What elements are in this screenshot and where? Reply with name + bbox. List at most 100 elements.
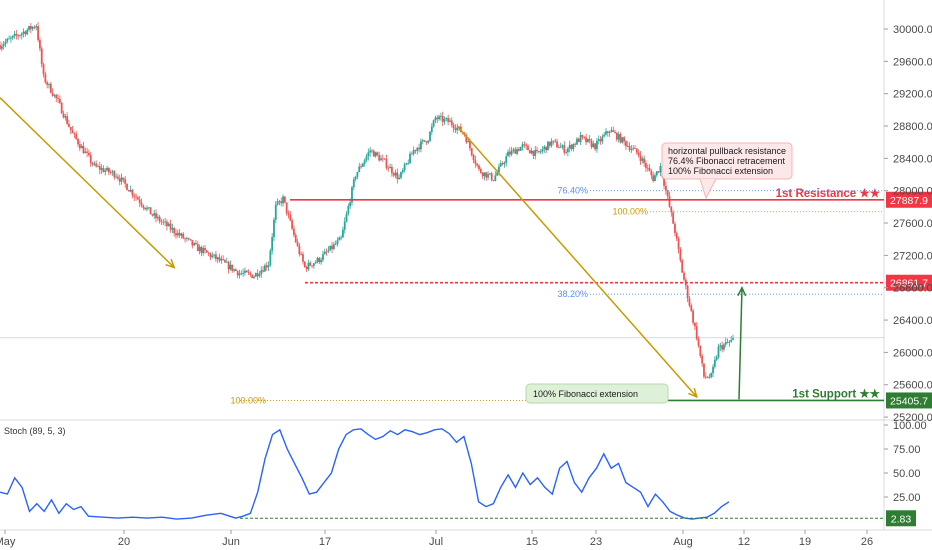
stoch-label: Stoch (89, 5, 3) [4, 426, 66, 436]
candle-body [427, 140, 430, 143]
candle-body [488, 173, 491, 175]
candle-body [712, 366, 714, 374]
time-tick-label: 17 [319, 536, 331, 548]
candle-body [430, 126, 433, 132]
candle-body [537, 151, 540, 152]
candle-body [703, 363, 705, 377]
candle-body [118, 178, 121, 182]
candle-body [487, 174, 489, 178]
candle-body [387, 167, 390, 169]
candle-body [623, 137, 626, 142]
candle-body [385, 159, 388, 168]
candle-body [612, 130, 615, 132]
candle-body [410, 153, 413, 155]
candle-body [182, 233, 185, 239]
level-value-badge [886, 274, 932, 291]
candle-body [196, 244, 199, 252]
price-tick-label: 26800.0 [893, 283, 932, 295]
candle-body [588, 138, 591, 141]
candle-body [369, 150, 372, 153]
candle-body [89, 155, 92, 163]
candle-body [215, 254, 217, 260]
candle-body [242, 272, 245, 274]
candle-body [80, 146, 83, 149]
candle-body [269, 250, 272, 266]
candle-body [724, 342, 727, 345]
candle-body [483, 172, 486, 177]
candle-body [6, 38, 9, 42]
candle-body [420, 141, 422, 150]
candle-body [220, 259, 223, 261]
candle-body [184, 238, 186, 240]
candle-body [265, 265, 268, 268]
candle-body [479, 169, 482, 173]
candle-body [648, 167, 651, 172]
candle-body [198, 247, 201, 252]
candle-body [626, 145, 629, 147]
level-value-label: 25405.7 [890, 395, 928, 407]
candle-body [528, 150, 531, 154]
candle-body [48, 83, 50, 85]
candle-body [171, 228, 174, 230]
candle-body [505, 156, 508, 163]
price-tick-label: 27600.0 [893, 218, 932, 230]
candle-body [282, 196, 284, 204]
candle-body [158, 216, 161, 222]
candle-body [666, 190, 669, 197]
candle-body [677, 238, 680, 250]
candle-body [501, 163, 504, 165]
price-tick-label: 27200.0 [893, 250, 932, 262]
candle-body [699, 345, 702, 356]
candle-body [294, 234, 297, 243]
candle-body [312, 263, 315, 266]
candle-body [632, 148, 635, 150]
candle-body [331, 245, 333, 250]
candle-body [715, 357, 718, 361]
candle-body [605, 131, 607, 135]
candle-body [654, 175, 656, 182]
candle-body [701, 355, 704, 364]
candle-body [189, 239, 192, 241]
candle-body [231, 264, 234, 271]
candle-body [363, 160, 366, 164]
stoch-value-label: 2.83 [891, 513, 912, 525]
candle-body [222, 259, 225, 260]
candle-body [436, 117, 439, 120]
candle-body [136, 197, 139, 200]
candle-body [550, 140, 553, 146]
candle-body [31, 26, 34, 30]
candle-body [360, 166, 362, 168]
candle-body [610, 130, 613, 133]
candle-body [233, 269, 235, 271]
candle-body [469, 141, 471, 149]
candle-body [474, 160, 477, 164]
candle-body [518, 149, 520, 151]
candle-body [135, 196, 137, 198]
candle-body [253, 276, 255, 279]
candle-body [713, 360, 716, 367]
candle-body [449, 120, 451, 122]
candle-body [200, 247, 203, 254]
price-tick-label: 25600.0 [893, 380, 932, 392]
candle-body [249, 273, 252, 275]
candle-body [403, 164, 406, 171]
candle-body [554, 140, 557, 142]
candle-body [668, 196, 671, 207]
candle-body [630, 149, 633, 151]
candle-body [100, 168, 103, 170]
candle-body [472, 154, 475, 161]
candle-body [175, 233, 177, 236]
candle-body [46, 82, 49, 85]
candle-body [347, 205, 350, 214]
candle-body [521, 144, 524, 148]
candle-body [305, 266, 308, 270]
candle-body [320, 259, 323, 263]
candle-body [674, 223, 676, 234]
time-tick-label: 26 [861, 536, 873, 548]
candle-body [229, 264, 232, 270]
candle-body [216, 257, 219, 260]
candle-body [539, 151, 542, 153]
candle-body [53, 94, 56, 96]
